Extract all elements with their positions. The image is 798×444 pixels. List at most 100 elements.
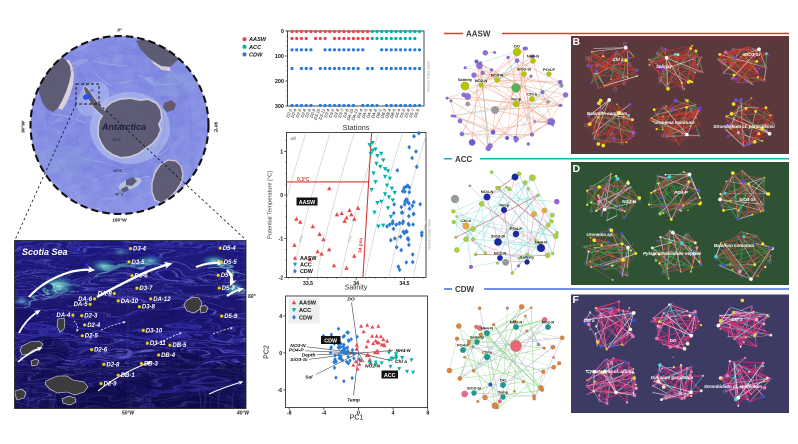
svg-text:D2-4: D2-4	[290, 108, 298, 119]
svg-text:NO3-N: NO3-N	[290, 343, 306, 349]
svg-text:PO4-P: PO4-P	[457, 343, 469, 348]
svg-text:8: 8	[426, 410, 429, 416]
svg-text:DB-4: DB-4	[384, 108, 392, 119]
svg-text:0: 0	[279, 351, 282, 357]
svg-text:NO2-N: NO2-N	[494, 251, 507, 256]
svg-text:DA-6: DA-6	[365, 108, 373, 119]
svg-text:-1: -1	[278, 236, 283, 242]
svg-text:DB-3: DB-3	[144, 361, 159, 367]
svg-text:D2-6: D2-6	[299, 108, 307, 119]
svg-text:Potential Temperature [°C]: Potential Temperature [°C]	[268, 171, 274, 239]
svg-text:D3-6: D3-6	[135, 274, 149, 280]
svg-text:NH4-N: NH4-N	[527, 54, 539, 59]
svg-text:NO2-N: NO2-N	[542, 320, 555, 325]
svg-text:DB-5: DB-5	[389, 108, 397, 119]
svg-text:27.6: 27.6	[395, 235, 401, 243]
svg-text:26.8: 26.8	[298, 235, 304, 243]
svg-text:DB-3: DB-3	[379, 108, 387, 119]
svg-text:Salinity: Salinity	[656, 64, 673, 69]
svg-text:CDW: CDW	[299, 315, 313, 321]
svg-text:0°: 0°	[117, 28, 122, 34]
svg-text:0: 0	[280, 193, 283, 199]
svg-text:Pylagostrobilidium neptuni: Pylagostrobilidium neptuni	[643, 251, 702, 256]
svg-text:180°W: 180°W	[112, 218, 127, 224]
svg-text:D3-4: D3-4	[323, 108, 331, 119]
svg-text:100: 100	[275, 54, 284, 60]
svg-text:D2-2: D2-2	[285, 108, 293, 119]
svg-text:Temp: Temp	[499, 202, 510, 207]
svg-text:B: B	[573, 36, 581, 48]
svg-text:D2-4: D2-4	[87, 323, 101, 329]
svg-text:PC1: PC1	[350, 415, 364, 422]
svg-text:NH4-N: NH4-N	[535, 239, 547, 244]
svg-text:DA-10: DA-10	[346, 108, 355, 121]
svg-text:Scotia Sea: Scotia Sea	[22, 247, 68, 257]
svg-text:AASW: AASW	[299, 200, 316, 206]
svg-text:ACC: ACC	[299, 308, 311, 314]
svg-text:Temp: Temp	[347, 398, 360, 404]
svg-text:-6: -6	[277, 388, 282, 394]
svg-text:CDW: CDW	[324, 338, 338, 344]
svg-text:Chl a: Chl a	[527, 92, 538, 97]
svg-text:4: 4	[279, 314, 282, 320]
svg-text:CDW: CDW	[455, 285, 475, 294]
svg-text:DO: DO	[500, 378, 506, 383]
svg-text:D3-5: D3-5	[132, 260, 146, 266]
svg-text:D3-11: D3-11	[150, 341, 167, 347]
svg-text:Strombidium cf. paracalkinsi: Strombidium cf. paracalkinsi	[713, 124, 775, 129]
svg-text:D3-6: D3-6	[332, 108, 340, 119]
svg-text:D5-6: D5-6	[221, 273, 235, 279]
svg-text:D5-6: D5-6	[403, 108, 411, 119]
svg-text:-4: -4	[322, 410, 327, 416]
svg-text:Balanion comatum: Balanion comatum	[714, 243, 754, 248]
svg-text:D2-9: D2-9	[104, 382, 118, 388]
svg-text:DA-5: DA-5	[74, 302, 89, 308]
svg-text:27.2: 27.2	[347, 235, 353, 243]
svg-text:Chl a: Chl a	[612, 57, 623, 62]
svg-text:Chl a: Chl a	[583, 318, 594, 323]
svg-text:DA-5: DA-5	[361, 108, 369, 119]
svg-text:D: D	[573, 163, 581, 175]
svg-text:AASW: AASW	[300, 256, 317, 262]
svg-text:D3-10: D3-10	[146, 328, 163, 334]
svg-text:D3-10: D3-10	[313, 108, 322, 121]
svg-text:D3-4: D3-4	[133, 247, 147, 253]
svg-text:Didinium gargantua: Didinium gargantua	[651, 375, 694, 380]
svg-text:DA-4: DA-4	[56, 313, 71, 319]
svg-text:Chl a: Chl a	[482, 349, 493, 354]
svg-text:34.5: 34.5	[399, 281, 409, 287]
svg-text:DA-10: DA-10	[121, 299, 139, 305]
svg-text:Depth: Depth	[302, 352, 316, 358]
svg-text:Ocean Data View: Ocean Data View	[427, 219, 432, 250]
svg-text:NO3-N: NO3-N	[622, 199, 637, 204]
svg-text:60°: 60°	[248, 294, 257, 300]
svg-text:D5-7: D5-7	[408, 108, 416, 119]
svg-text:300: 300	[275, 104, 284, 110]
svg-text:ACC: ACC	[455, 155, 473, 164]
svg-text:D2-5: D2-5	[295, 108, 303, 119]
svg-text:DA-4: DA-4	[356, 108, 364, 119]
svg-text:NO3-N: NO3-N	[510, 320, 523, 325]
svg-text:NO2-N: NO2-N	[365, 364, 381, 370]
svg-text:DO: DO	[514, 43, 520, 48]
svg-text:DB-1: DB-1	[375, 108, 383, 119]
svg-text:0.3°C: 0.3°C	[297, 177, 310, 183]
svg-text:Salinity: Salinity	[470, 335, 485, 340]
svg-text:SiO3-Si: SiO3-Si	[739, 197, 756, 202]
svg-text:NO3-N: NO3-N	[481, 189, 494, 194]
svg-text:D3-7: D3-7	[139, 286, 153, 292]
svg-text:ACC: ACC	[300, 263, 312, 269]
svg-text:Salinity: Salinity	[458, 77, 473, 82]
svg-text:SiO3-Si: SiO3-Si	[744, 52, 761, 57]
svg-text:SiO3-Si: SiO3-Si	[467, 386, 481, 391]
svg-text:CDW: CDW	[300, 269, 314, 275]
svg-text:40°S: 40°S	[114, 193, 124, 197]
svg-text:DA-8: DA-8	[98, 291, 113, 297]
svg-text:Salinity: Salinity	[345, 285, 368, 292]
svg-text:NH4-N: NH4-N	[396, 348, 411, 354]
svg-text:-2: -2	[278, 275, 283, 281]
svg-text:NH4-N: NH4-N	[481, 326, 493, 331]
svg-text:D3-8: D3-8	[342, 108, 350, 119]
svg-text:AASW: AASW	[248, 37, 267, 43]
svg-text:Chl a: Chl a	[395, 359, 407, 365]
